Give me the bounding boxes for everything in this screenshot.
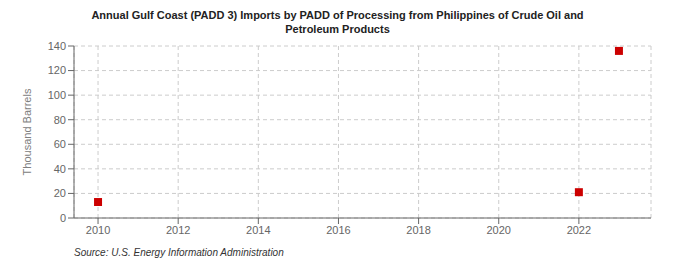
svg-text:120: 120 <box>48 64 66 76</box>
svg-text:2020: 2020 <box>486 224 510 236</box>
svg-text:40: 40 <box>54 163 66 175</box>
svg-text:2014: 2014 <box>246 224 270 236</box>
svg-text:0: 0 <box>60 212 66 224</box>
svg-text:2022: 2022 <box>567 224 591 236</box>
svg-text:Thousand Barrels: Thousand Barrels <box>21 88 33 175</box>
svg-text:140: 140 <box>48 40 66 52</box>
svg-text:20: 20 <box>54 187 66 199</box>
svg-text:2018: 2018 <box>406 224 430 236</box>
svg-text:100: 100 <box>48 89 66 101</box>
svg-text:2010: 2010 <box>86 224 110 236</box>
svg-text:60: 60 <box>54 138 66 150</box>
svg-text:80: 80 <box>54 114 66 126</box>
html-text:Source: U.S. Energy Informatio: Source: U.S. Energy Information Administ… <box>74 247 284 258</box>
svg-text:2012: 2012 <box>166 224 190 236</box>
html-text:Annual Gulf Coast (PADD 3) Imp: Annual Gulf Coast (PADD 3) Imports by PA… <box>91 9 584 35</box>
svg-text:2016: 2016 <box>326 224 350 236</box>
